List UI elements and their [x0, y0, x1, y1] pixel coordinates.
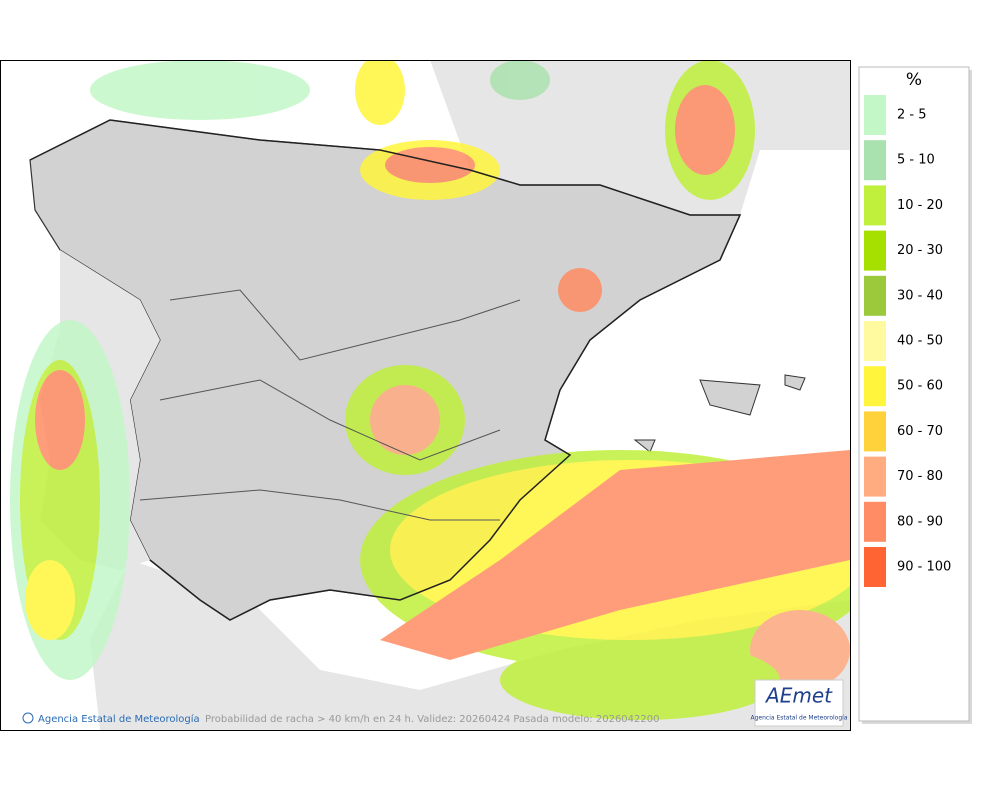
legend-swatch [864, 140, 886, 181]
legend-label: 70 - 80 [897, 469, 943, 484]
legend-label: 10 - 20 [897, 198, 943, 213]
legend-label: 40 - 50 [897, 334, 943, 349]
legend-swatch [864, 456, 886, 497]
region-borders [139, 289, 521, 521]
coastline [29, 119, 742, 621]
legend-swatch [864, 275, 886, 316]
legend-title: % [906, 70, 922, 90]
probability-fields [10, 60, 850, 720]
legend-swatch [864, 501, 886, 542]
legend-items: 2 - 5 5 - 10 10 - 20 20 - 30 30 - 40 40 - 50 5… [864, 95, 951, 587]
legend-label: 5 - 10 [897, 153, 935, 168]
logo-box [754, 679, 844, 727]
balearic-islands [633, 374, 806, 453]
map [1, 60, 850, 730]
legend-swatch [864, 230, 886, 271]
legend-label: 50 - 60 [897, 379, 943, 394]
legend-swatch [864, 321, 886, 361]
logo-subtitle: Agencia Estatal de Meteorología [751, 715, 848, 722]
caption: Probabilidad de racha > 40 km/h en 24 h.… [205, 714, 659, 725]
legend-label: 20 - 30 [897, 243, 943, 258]
legend-swatch [864, 95, 886, 135]
legend-label: 90 - 100 [897, 560, 951, 575]
map-frame [0, 60, 851, 731]
legend-swatch [864, 547, 886, 587]
legend-label: 30 - 40 [897, 288, 943, 303]
legend-label: 60 - 70 [897, 424, 943, 439]
legend-label: 80 - 90 [897, 514, 943, 529]
credit: Agencia Estatal de Meteorología [38, 713, 200, 725]
legend-label: 2 - 5 [897, 108, 927, 123]
legend-swatch [864, 366, 886, 407]
logo-name: AEmet [764, 684, 833, 708]
copyright-icon [22, 712, 34, 724]
legend-swatch [864, 411, 886, 452]
legend-swatch [864, 185, 886, 226]
